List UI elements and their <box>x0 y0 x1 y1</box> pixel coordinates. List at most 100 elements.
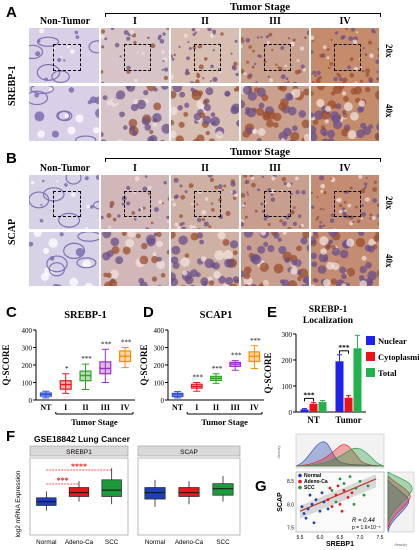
a-zoom-box-c1 <box>52 44 81 71</box>
g-point-19 <box>350 491 354 495</box>
g-stat-r: R = 0.44 <box>352 518 376 524</box>
g-point-22 <box>330 489 334 492</box>
e-bar-1-1 <box>344 397 353 412</box>
d-xlabel: Tumor Stage <box>201 417 248 427</box>
d-title: SCAP1 <box>200 310 233 321</box>
f-facet-label-1: SCAP <box>180 449 198 456</box>
g-point-31 <box>352 502 356 506</box>
g-xtick-label-3: 7.0 <box>357 535 364 541</box>
g-stat-p: p = 1.6×10⁻⁵ <box>352 525 381 531</box>
c-xlabel: Tumor Stage <box>71 417 118 427</box>
b-micrograph-r1-c2 <box>100 174 170 230</box>
g-legend-label-0: Normal <box>304 473 322 479</box>
col-header-stage3-a: III <box>269 16 281 27</box>
e-legend-swatch-0 <box>366 336 375 345</box>
g-density-top-normal <box>295 441 385 467</box>
a-micrograph-r1-c1 <box>28 27 100 84</box>
b-micrograph-r1-c3 <box>170 174 240 230</box>
a-micrograph-r2-c1 <box>28 85 100 142</box>
g-point-30 <box>334 500 338 504</box>
c-ytick-label-100: 100 <box>22 380 33 388</box>
g-ytick-label-0: 7.5 <box>287 525 294 531</box>
c-xtick-label-1: I <box>64 403 67 412</box>
f-facet-label-0: SREBP1 <box>66 449 92 456</box>
e-ytick-label-300: 300 <box>282 331 293 339</box>
g-point-5 <box>318 509 322 513</box>
tumor-stage-bracket-b <box>105 158 381 162</box>
g-xtick-label-2: 6.5 <box>337 535 344 541</box>
c-box-3 <box>99 361 112 375</box>
f-xtick-label-0-2: SCC <box>105 539 119 546</box>
b-micrograph-r1-c4 <box>240 174 310 230</box>
c-ytick-label-400: 400 <box>22 327 33 335</box>
g-regression-band <box>300 474 376 519</box>
b-micrograph-r1-c5 <box>310 174 380 230</box>
f-box-0-1 <box>68 487 90 497</box>
e-sig-0: *** <box>303 390 315 399</box>
a-zoom-box-c2 <box>124 44 152 71</box>
a-micrograph-r1-c4 <box>240 27 310 84</box>
d-xtick-label-3: III <box>231 403 240 412</box>
e-legend-label-1: Cytoplasmic <box>378 352 419 362</box>
d-xtick-label-0: NT <box>172 403 184 412</box>
a-micrograph-r2-c2 <box>100 85 170 142</box>
marker-label-b: SCAP <box>7 218 18 246</box>
tumor-stage-header-a: Tumor Stage <box>229 1 291 13</box>
c-sig-2: *** <box>81 355 92 363</box>
f-box-0-2 <box>101 479 122 497</box>
e-ylabel: Q-SCORE <box>263 352 273 393</box>
tumor-stage-header-b: Tumor Stage <box>229 146 291 158</box>
g-point-1 <box>306 507 310 511</box>
c-sig-1: * <box>65 365 69 373</box>
a-zoom-box-c5 <box>334 44 362 71</box>
chart-c: SREBP-1 Q-SCORE 0 100 200 300 400 NT I * II *** III *… <box>1 310 135 427</box>
d-ytick-label-200: 200 <box>154 362 165 370</box>
col-header-stage1-b: I <box>133 163 137 174</box>
tumor-stage-bracket-a <box>105 13 381 17</box>
b-micrograph-r2-c2 <box>100 231 170 287</box>
g-top-density-panel <box>295 433 385 469</box>
f-sig-0: **** <box>71 462 87 471</box>
c-xtick-label-3: III <box>101 403 110 412</box>
g-point-3 <box>304 516 308 520</box>
d-xtick-label-1: I <box>195 403 198 412</box>
g-point-10 <box>312 521 316 525</box>
a-micrograph-r1-c5 <box>310 27 380 84</box>
g-legend-dot-2 <box>298 485 302 490</box>
chart-f: GSE18842 Lung Cancer log2 mRNA Expression… <box>15 434 241 546</box>
col-header-nontumor-b: Non-Tumor <box>39 163 91 174</box>
a-micrograph-r2-c4 <box>240 85 310 142</box>
e-xtick-label-1: Tumor <box>335 415 361 425</box>
d-ylabel: Q-SCORE <box>139 344 149 385</box>
f-xtick-label-0-1: Adeno-Ca <box>65 539 94 546</box>
f-xtick-label-0-0: Normal <box>36 539 56 546</box>
e-sig-1: *** <box>338 343 350 352</box>
g-point-8 <box>308 493 312 497</box>
panel-letter-f: F <box>6 428 16 445</box>
e-ytick-label-0: 0 <box>289 409 293 417</box>
e-legend-label-0: Nuclear <box>378 336 407 346</box>
d-ytick-label-300: 300 <box>154 345 165 353</box>
panel-letter-d: D <box>143 304 154 321</box>
g-top-density-label: density <box>276 445 281 459</box>
g-density-right-scc <box>387 471 413 523</box>
c-xtick-label-0: NT <box>40 403 52 412</box>
b-zoom-box-c5 <box>334 190 362 217</box>
panel-letter-c: C <box>6 304 17 321</box>
f-xtick-label-1-0: Normal <box>145 539 165 546</box>
g-point-15 <box>342 489 346 492</box>
col-header-stage3-b: III <box>269 163 281 174</box>
c-ytick-label-300: 300 <box>22 345 33 353</box>
g-point-23 <box>342 482 346 485</box>
mag-label-b-40x: 40x <box>384 254 394 268</box>
g-point-14 <box>338 502 342 506</box>
b-zoom-box-c1 <box>52 190 81 217</box>
f-facet-strip-1 <box>137 445 241 457</box>
g-point-25 <box>358 479 362 483</box>
c-ytick-label-0: 0 <box>29 397 33 405</box>
b-micrograph-r2-c1 <box>28 231 100 287</box>
g-point-18 <box>336 484 340 488</box>
e-bar-0-2 <box>318 402 327 412</box>
